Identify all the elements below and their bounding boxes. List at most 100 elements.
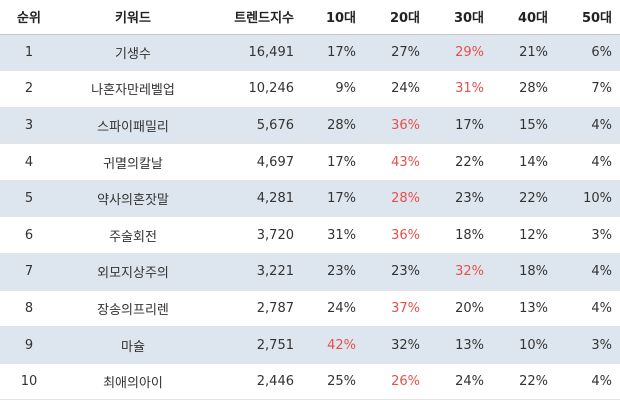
cell-keyword: 외모지상주의 xyxy=(97,266,169,282)
cell-age-40: 12% xyxy=(519,227,548,243)
cell-age-40: 15% xyxy=(519,117,548,133)
cell-age-40: 18% xyxy=(519,264,548,280)
cell-age-10: 17% xyxy=(327,191,356,207)
cell-keyword: 장송의프리렌 xyxy=(97,302,169,318)
table-row: 10 최애의아이 2,446 25% 26% 24% 22% 4% xyxy=(0,363,620,400)
cell-trend-index: 5,676 xyxy=(256,117,294,133)
table-body: 1 기생수 16,491 17% 27% 29% 21% 6% 2 나혼자만레벨업 10,246 9%… xyxy=(0,34,620,400)
cell-age-10: 28% xyxy=(327,117,356,133)
cell-rank: 2 xyxy=(24,81,34,97)
cell-age-40: 13% xyxy=(519,300,548,316)
table-header: 순위 키워드 트렌드지수 10대 20대 30대 40대 50대 xyxy=(0,0,620,35)
cell-age-30: 20% xyxy=(455,300,484,316)
cell-age-40: 22% xyxy=(519,191,548,207)
table-row: 1 기생수 16,491 17% 27% 29% 21% 6% xyxy=(0,34,620,71)
cell-age-20: 43% xyxy=(391,154,420,170)
cell-age-50: 6% xyxy=(591,44,612,60)
cell-age-40: 10% xyxy=(519,337,548,353)
cell-age-50: 4% xyxy=(591,264,612,280)
cell-age-10: 17% xyxy=(327,154,356,170)
table-row: 9 마슐 2,751 42% 32% 13% 10% 3% xyxy=(0,326,620,364)
cell-age-30: 13% xyxy=(455,337,484,353)
cell-keyword: 스파이패밀리 xyxy=(97,119,169,135)
cell-age-50: 4% xyxy=(591,154,612,170)
cell-age-10: 17% xyxy=(327,44,356,60)
cell-trend-index: 10,246 xyxy=(248,81,295,97)
cell-rank: 10 xyxy=(20,374,38,390)
cell-age-50: 4% xyxy=(591,374,612,390)
cell-trend-index: 2,446 xyxy=(256,374,294,390)
cell-age-10: 24% xyxy=(327,300,356,316)
header-rank: 순위 xyxy=(0,0,58,35)
table-row: 5 약사의혼잣말 4,281 17% 28% 23% 22% 10% xyxy=(0,180,620,217)
cell-rank: 8 xyxy=(24,300,34,316)
header-age-30: 30대 xyxy=(428,0,492,35)
table-row: 2 나혼자만레벨업 10,246 9% 24% 31% 28% 7% xyxy=(0,71,620,108)
cell-trend-index: 16,491 xyxy=(248,44,295,60)
cell-age-30: 24% xyxy=(455,374,484,390)
cell-rank: 4 xyxy=(24,154,34,170)
cell-keyword: 최애의아이 xyxy=(103,376,163,392)
cell-age-20: 37% xyxy=(391,300,420,316)
cell-age-40: 28% xyxy=(519,81,548,97)
cell-keyword: 기생수 xyxy=(115,46,151,62)
cell-rank: 6 xyxy=(24,227,34,243)
cell-age-10: 25% xyxy=(327,374,356,390)
table-row: 3 스파이패밀리 5,676 28% 36% 17% 15% 4% xyxy=(0,107,620,144)
table-row: 4 귀멸의칼날 4,697 17% 43% 22% 14% 4% xyxy=(0,144,620,181)
cell-age-30: 18% xyxy=(455,227,484,243)
cell-rank: 5 xyxy=(24,191,34,207)
header-age-50: 50대 xyxy=(556,0,620,35)
cell-age-20: 28% xyxy=(391,191,420,207)
cell-trend-index: 4,281 xyxy=(256,191,294,207)
header-age-10: 10대 xyxy=(300,0,364,35)
cell-age-50: 4% xyxy=(591,117,612,133)
cell-age-30: 17% xyxy=(455,117,484,133)
cell-age-30: 32% xyxy=(455,264,484,280)
cell-age-40: 14% xyxy=(519,154,548,170)
cell-keyword: 나혼자만레벨업 xyxy=(91,83,175,99)
cell-age-50: 4% xyxy=(591,300,612,316)
cell-trend-index: 2,787 xyxy=(256,300,294,316)
cell-trend-index: 3,221 xyxy=(256,264,294,280)
cell-rank: 1 xyxy=(24,44,34,60)
cell-age-30: 31% xyxy=(455,81,484,97)
cell-age-30: 23% xyxy=(455,191,484,207)
cell-age-20: 32% xyxy=(391,337,420,353)
cell-age-30: 22% xyxy=(455,154,484,170)
cell-age-20: 26% xyxy=(391,374,420,390)
cell-trend-index: 3,720 xyxy=(256,227,294,243)
cell-trend-index: 4,697 xyxy=(256,154,294,170)
cell-rank: 9 xyxy=(24,337,34,353)
cell-age-50: 7% xyxy=(591,81,612,97)
cell-age-20: 23% xyxy=(391,264,420,280)
header-age-40: 40대 xyxy=(492,0,556,35)
cell-age-20: 27% xyxy=(391,44,420,60)
cell-age-30: 29% xyxy=(455,44,484,60)
cell-keyword: 주술회전 xyxy=(109,229,157,245)
table-row: 6 주술회전 3,720 31% 36% 18% 12% 3% xyxy=(0,217,620,254)
cell-age-50: 3% xyxy=(591,227,612,243)
cell-age-50: 3% xyxy=(591,337,612,353)
cell-age-10: 31% xyxy=(327,227,356,243)
cell-keyword: 귀멸의칼날 xyxy=(103,156,163,172)
cell-trend-index: 2,751 xyxy=(256,337,294,353)
cell-keyword: 마슐 xyxy=(121,339,145,355)
cell-age-10: 42% xyxy=(327,337,356,353)
cell-rank: 7 xyxy=(24,264,34,280)
header-keyword: 키워드 xyxy=(58,0,208,35)
cell-age-20: 36% xyxy=(391,227,420,243)
header-trend-index: 트렌드지수 xyxy=(208,0,300,35)
cell-keyword: 약사의혼잣말 xyxy=(97,193,169,209)
cell-age-20: 36% xyxy=(391,117,420,133)
header-age-20: 20대 xyxy=(364,0,428,35)
table-row: 8 장송의프리렌 2,787 24% 37% 20% 13% 4% xyxy=(0,290,620,327)
cell-age-40: 21% xyxy=(519,44,548,60)
table-row: 7 외모지상주의 3,221 23% 23% 32% 18% 4% xyxy=(0,253,620,291)
cell-age-40: 22% xyxy=(519,374,548,390)
cell-age-10: 23% xyxy=(327,264,356,280)
cell-age-10: 9% xyxy=(335,81,356,97)
cell-rank: 3 xyxy=(24,117,34,133)
cell-age-20: 24% xyxy=(391,81,420,97)
